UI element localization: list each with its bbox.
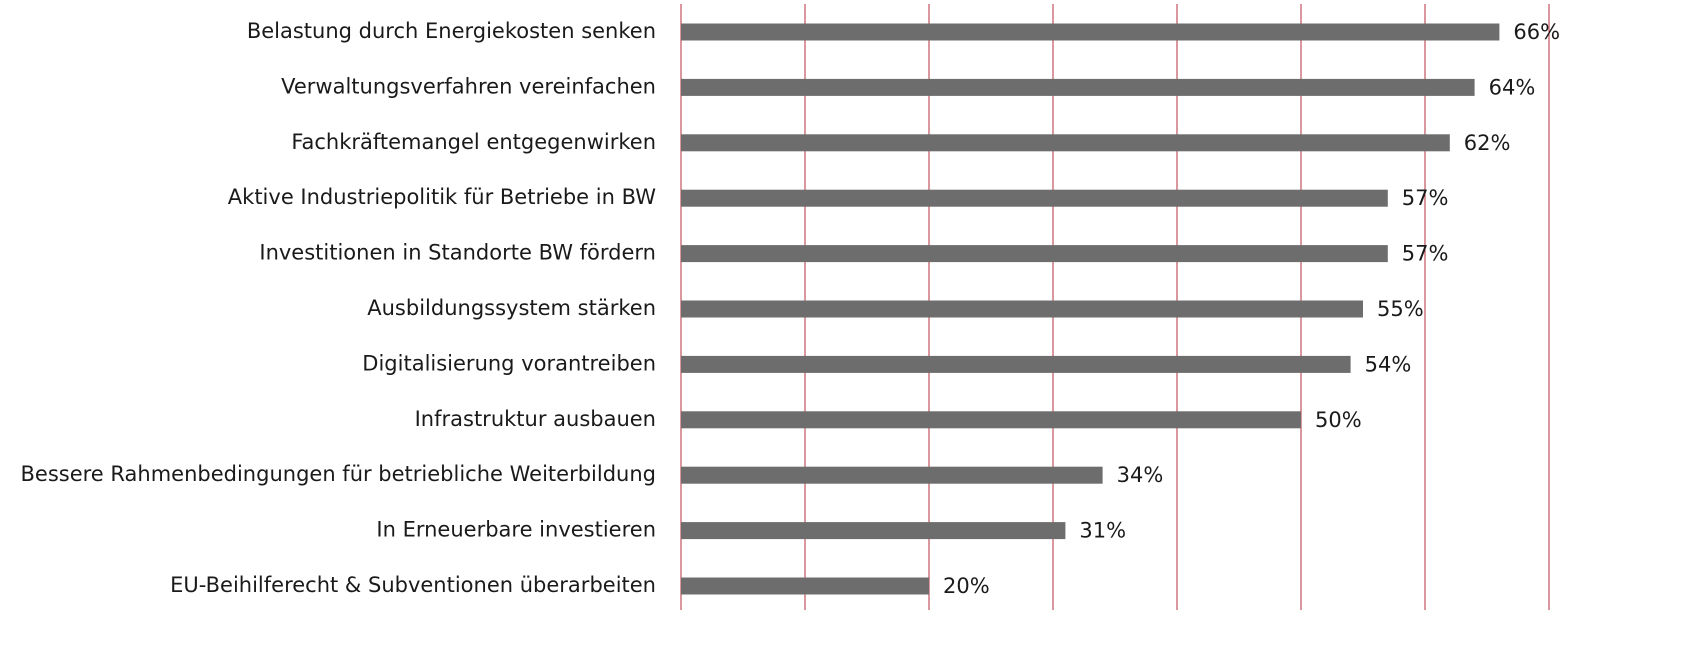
bar bbox=[681, 134, 1450, 152]
value-label: 55% bbox=[1377, 297, 1424, 321]
y-tick-label: Belastung durch Energiekosten senken bbox=[247, 19, 656, 43]
value-label: 31% bbox=[1079, 519, 1126, 543]
bar bbox=[681, 78, 1475, 96]
bar bbox=[681, 577, 929, 595]
y-tick-label: Bessere Rahmenbedingungen für betrieblic… bbox=[21, 462, 657, 486]
bar bbox=[681, 522, 1066, 540]
bar bbox=[681, 189, 1388, 207]
y-tick-label: Digitalisierung vorantreiben bbox=[362, 351, 656, 375]
bar bbox=[681, 300, 1363, 318]
bar bbox=[681, 23, 1500, 41]
bar bbox=[681, 355, 1351, 373]
y-tick-label: EU-Beihilferecht & Subventionen überarbe… bbox=[170, 573, 656, 597]
y-tick-label: Investitionen in Standorte BW fördern bbox=[259, 241, 656, 265]
y-tick-label: Aktive Industriepolitik für Betriebe in … bbox=[228, 185, 656, 209]
value-label: 66% bbox=[1513, 20, 1560, 44]
y-tick-label: Infrastruktur ausbauen bbox=[415, 407, 656, 431]
value-label: 34% bbox=[1117, 463, 1164, 487]
value-label: 64% bbox=[1489, 75, 1536, 99]
bar bbox=[681, 411, 1301, 429]
value-label: 62% bbox=[1464, 131, 1511, 155]
value-label: 57% bbox=[1402, 242, 1449, 266]
bar bbox=[681, 245, 1388, 263]
value-label: 50% bbox=[1315, 408, 1362, 432]
y-tick-label: Verwaltungsverfahren vereinfachen bbox=[281, 74, 656, 98]
bar bbox=[681, 466, 1103, 484]
y-tick-label: In Erneuerbare investieren bbox=[376, 518, 656, 542]
value-label: 54% bbox=[1365, 352, 1412, 376]
value-label: 57% bbox=[1402, 186, 1449, 210]
value-label: 20% bbox=[943, 574, 990, 598]
y-tick-label: Fachkräftemangel entgegenwirken bbox=[291, 130, 656, 154]
y-tick-label: Ausbildungssystem stärken bbox=[367, 296, 656, 320]
